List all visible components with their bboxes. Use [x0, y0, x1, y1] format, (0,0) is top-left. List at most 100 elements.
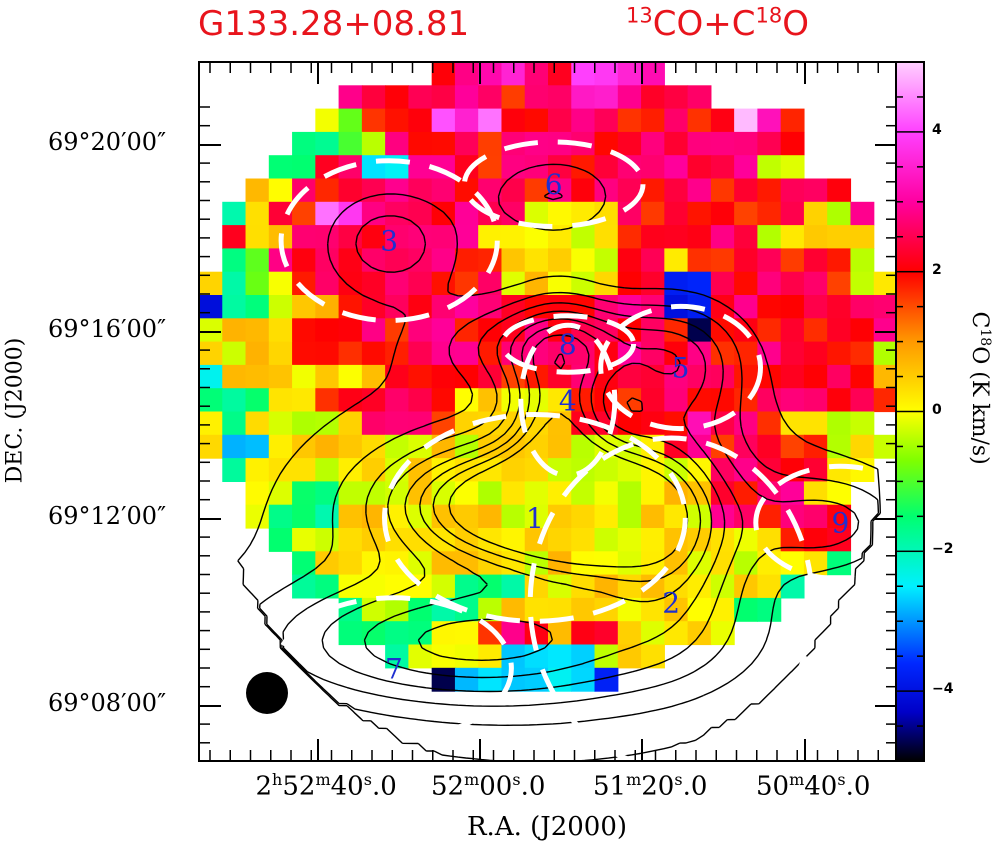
- intensity-pixel: [641, 504, 665, 529]
- intensity-pixel: [478, 131, 503, 156]
- intensity-pixel: [617, 225, 642, 249]
- intensity-pixel: [268, 528, 293, 552]
- intensity-pixel: [641, 85, 665, 110]
- intensity-pixel: [454, 621, 479, 646]
- intensity-pixel: [664, 551, 689, 576]
- intensity-pixel: [478, 481, 503, 506]
- dec-tick-label: 69°20′00″: [48, 128, 167, 156]
- intensity-pixel: [431, 504, 456, 529]
- intensity-pixel: [454, 318, 479, 343]
- intensity-pixel: [245, 318, 270, 343]
- clump-label-layer: 1 2 3 4 5 6 7 8 9: [380, 168, 849, 685]
- intensity-pixel: [548, 271, 572, 296]
- intensity-pixel: [524, 504, 549, 529]
- intensity-pixel: [408, 108, 433, 133]
- intensity-pixel: [292, 504, 316, 529]
- intensity-pixel: [408, 85, 433, 110]
- intensity-pixel: [361, 574, 386, 599]
- intensity-pixel: [734, 201, 758, 226]
- intensity-pixel: [454, 341, 479, 366]
- intensity-pixel: [292, 271, 316, 296]
- intensity-pixel: [408, 271, 433, 296]
- intensity-pixel: [827, 528, 852, 552]
- intensity-pixel: [664, 225, 689, 249]
- intensity-pixel: [687, 85, 712, 110]
- intensity-pixel: [803, 434, 828, 459]
- intensity-pixel: [501, 201, 526, 226]
- intensity-pixel: [338, 248, 363, 273]
- intensity-pixel: [827, 295, 852, 319]
- 13co-contour: [259, 190, 880, 726]
- intensity-pixel: [687, 574, 712, 599]
- intensity-pixel: [431, 271, 456, 296]
- intensity-pixel: [222, 271, 247, 296]
- intensity-pixel: [734, 481, 758, 506]
- dec-tick-label: 69°12′00″: [48, 502, 167, 530]
- intensity-pixel: [385, 388, 409, 413]
- intensity-pixel: [501, 85, 526, 110]
- intensity-pixel: [385, 644, 409, 669]
- clump-label: 2: [662, 587, 680, 620]
- intensity-pixel: [873, 388, 897, 413]
- intensity-pixel: [827, 318, 852, 343]
- intensity-pixel: [454, 388, 479, 413]
- intensity-pixel: [338, 341, 363, 366]
- intensity-pixel: [734, 155, 758, 180]
- intensity-pixel: [827, 201, 852, 226]
- intensity-pixel: [454, 644, 479, 669]
- intensity-pixel: [315, 574, 340, 599]
- intensity-pixel: [454, 667, 479, 692]
- intensity-pixel: [710, 481, 735, 506]
- intensity-pixel: [710, 178, 735, 203]
- intensity-pixel: [292, 574, 316, 599]
- intensity-pixel: [385, 318, 409, 343]
- intensity-pixel: [408, 458, 433, 482]
- intensity-pixel: [641, 201, 665, 226]
- intensity-pixel: [571, 597, 596, 622]
- intensity-pixel: [571, 178, 596, 203]
- intensity-pixel: [478, 644, 503, 669]
- intensity-pixel: [827, 341, 852, 366]
- intensity-pixel: [385, 225, 409, 249]
- intensity-pixel: [361, 201, 386, 226]
- intensity-pixel: [803, 178, 828, 203]
- intensity-pixel: [338, 434, 363, 459]
- intensity-pixel: [454, 178, 479, 203]
- intensity-pixel: [757, 155, 782, 180]
- colorbar-label: C18O (K km/s): [966, 311, 994, 465]
- intensity-pixel: [385, 341, 409, 366]
- intensity-pixel: [501, 341, 526, 366]
- intensity-pixel: [315, 504, 340, 529]
- intensity-pixel: [338, 85, 363, 110]
- intensity-pixel: [245, 411, 270, 436]
- intensity-pixel: [571, 225, 596, 249]
- intensity-pixel: [338, 131, 363, 156]
- intensity-pixel: [315, 225, 340, 249]
- intensity-pixel: [850, 388, 875, 413]
- intensity-pixel: [827, 481, 852, 506]
- intensity-pixel: [757, 131, 782, 156]
- intensity-pixel: [454, 248, 479, 273]
- intensity-pixel: [385, 201, 409, 226]
- intensity-pixel: [617, 108, 642, 133]
- intensity-pixel: [431, 667, 456, 692]
- clump-ellipse: [598, 303, 763, 432]
- intensity-pixel: [222, 225, 247, 249]
- intensity-pixel: [641, 364, 665, 389]
- intensity-pixel: [385, 108, 409, 133]
- intensity-pixel: [361, 411, 386, 436]
- intensity-pixel: [803, 481, 828, 506]
- intensity-pixel: [803, 201, 828, 226]
- intensity-pixel: [873, 341, 897, 366]
- intensity-pixel: [850, 201, 875, 226]
- intensity-pixel: [780, 318, 805, 343]
- intensity-pixel: [431, 85, 456, 110]
- intensity-pixel: [664, 271, 689, 296]
- intensity-pixel: [803, 295, 828, 319]
- 13co-contour: [448, 353, 689, 568]
- intensity-pixel: [454, 155, 479, 180]
- intensity-pixel: [780, 271, 805, 296]
- intensity-pixel: [850, 364, 875, 389]
- intensity-pixel: [338, 528, 363, 552]
